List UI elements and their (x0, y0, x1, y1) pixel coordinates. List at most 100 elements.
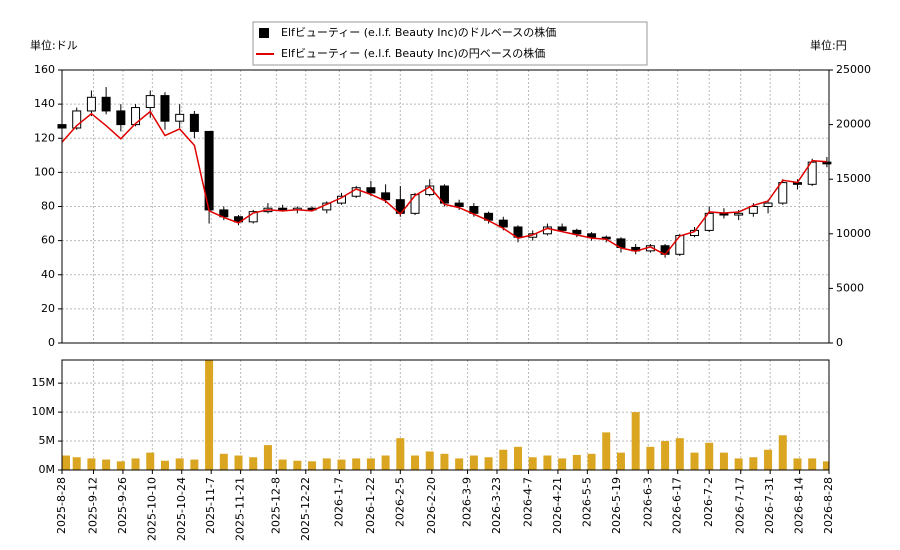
volume-bar (102, 459, 111, 470)
volume-bar (308, 461, 317, 470)
candle-body (248, 211, 258, 223)
x-tick-label: 2025-12-22 (299, 477, 312, 541)
plot-frame (61, 69, 830, 344)
volume-bar (190, 459, 199, 470)
volume-bar (631, 412, 640, 470)
x-tick-label: 2025-9-12 (87, 477, 100, 534)
candle-body (381, 192, 391, 201)
candle-body (410, 194, 420, 214)
volume-bar (558, 458, 567, 470)
candle-body (748, 206, 758, 214)
volume-bar (616, 452, 625, 470)
candle-body (807, 161, 817, 185)
candle-body (454, 202, 464, 207)
legend-label: Elfビューティー (e.l.f. Beauty Inc)の円ベースの株価 (281, 46, 545, 60)
y-tick-label: 0M (39, 463, 56, 476)
volume-bar (513, 446, 522, 470)
y-tick-label: 80 (41, 200, 55, 213)
x-tick-label: 2026-1-22 (364, 477, 377, 534)
y2-axis-unit: 単位:円 (810, 38, 847, 52)
yen-line (61, 110, 827, 256)
volume-bar (278, 459, 287, 470)
x-tick-label: 2025-9-26 (116, 477, 129, 534)
candle-body (86, 96, 96, 112)
x-tick-label: 2025-11-7 (204, 477, 217, 534)
x-tick-label: 2026-6-3 (641, 477, 654, 527)
x-tick-label: 2026-4-21 (551, 477, 564, 534)
candle-body (101, 96, 111, 112)
x-tick-label: 2026-3-9 (461, 477, 474, 527)
volume-bar (293, 460, 302, 470)
candle-body (278, 207, 288, 211)
y-tick-label: 15M (32, 376, 56, 389)
volume-bar (263, 445, 272, 470)
x-tick-label: 2026-5-5 (580, 477, 593, 527)
x-tick-label: 2026-7-17 (734, 477, 747, 534)
volume-bar (734, 458, 743, 470)
candle-body (116, 110, 126, 126)
candle-body (234, 216, 244, 223)
volume-bar (528, 457, 537, 470)
volume-bar (62, 455, 70, 470)
x-tick-label: 2025-11-21 (234, 477, 247, 541)
volume-bar (440, 453, 449, 470)
volume-bar (469, 455, 478, 470)
volume-bar (543, 455, 552, 470)
volume-bar (602, 432, 611, 470)
volume-bar (411, 455, 420, 470)
candle-body (513, 226, 523, 238)
volume-bar (572, 454, 581, 470)
candle-body (189, 113, 199, 132)
x-tick-label: 2026-5-19 (610, 477, 623, 534)
volume-bar (749, 457, 758, 470)
x-tick-label: 2026-1-7 (332, 477, 345, 527)
volume-bar (352, 458, 361, 470)
y-tick-label: 0 (48, 336, 55, 349)
x-tick-label: 2025-10-10 (145, 477, 158, 541)
volume-bar (131, 458, 140, 470)
volume-bar (484, 457, 493, 470)
candle-body (439, 185, 449, 204)
y-tick-label: 20 (41, 302, 55, 315)
volume-bar (808, 458, 817, 470)
y2-tick-label: 20000 (836, 118, 871, 131)
x-tick-label: 2026-2-5 (393, 477, 406, 527)
volume-bar (175, 458, 184, 470)
candle-body (822, 161, 832, 165)
volume-bar (146, 452, 155, 470)
x-tick-label: 2026-6-17 (671, 477, 684, 534)
plot-frame (61, 359, 830, 471)
volume-bar (219, 453, 228, 470)
candle-body (763, 202, 773, 207)
candle-body (160, 95, 170, 122)
x-tick-label: 2025-12-8 (269, 477, 282, 534)
volume-bar (322, 458, 331, 470)
candle-body (587, 233, 597, 238)
x-tick-label: 2026-7-31 (763, 477, 776, 534)
volume-bar (690, 452, 699, 470)
y2-tick-label: 25000 (836, 63, 871, 76)
volume-bar (778, 435, 787, 470)
candle-body (704, 212, 714, 231)
volume-bar (719, 452, 728, 470)
volume-bar (87, 458, 96, 470)
x-tick-label: 2026-2-20 (425, 477, 438, 534)
volume-bar (116, 461, 125, 470)
volume-bar (793, 458, 802, 470)
volume-bar (705, 442, 714, 470)
x-tick-label: 2026-3-23 (490, 477, 503, 534)
y2-tick-label: 0 (836, 336, 843, 349)
legend-swatch (259, 28, 269, 38)
volume-bar (822, 461, 829, 470)
volume-bar (366, 458, 375, 470)
candle-body (175, 113, 185, 122)
y2-tick-label: 10000 (836, 227, 871, 240)
candle-body (572, 229, 582, 235)
y-axis-unit: 単位:ドル (30, 38, 78, 52)
y2-tick-label: 15000 (836, 172, 871, 185)
candle-body (778, 182, 788, 204)
volume-bar (249, 457, 258, 470)
candle-body (131, 107, 141, 126)
y-tick-label: 5M (39, 434, 56, 447)
y-tick-label: 120 (34, 131, 55, 144)
